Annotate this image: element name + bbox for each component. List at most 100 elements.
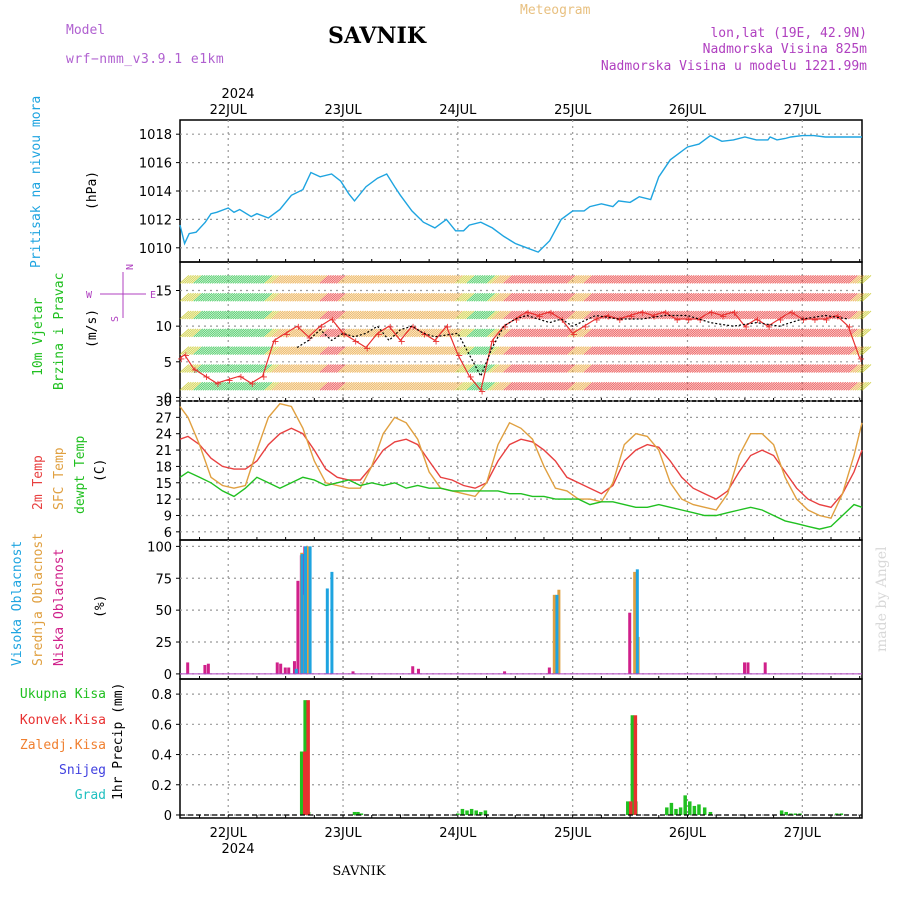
wind-barb	[742, 328, 752, 338]
wind-barb	[181, 364, 192, 373]
wind-barb	[781, 292, 791, 302]
wind-barb	[728, 346, 739, 356]
wind-barb	[537, 328, 548, 338]
wind-barb	[680, 381, 690, 391]
wind-barb	[496, 292, 507, 302]
cloud_high-bar	[308, 546, 312, 674]
wind-barb	[565, 310, 576, 320]
wind-barb	[671, 381, 681, 391]
wind-barb	[395, 275, 406, 284]
wind-barb	[831, 364, 842, 373]
wind-barb	[645, 328, 656, 338]
wind-barb	[390, 364, 401, 373]
wind-barb	[404, 346, 415, 356]
wind-barb	[317, 364, 328, 373]
precip_total-bar	[626, 801, 630, 815]
wind-barb	[632, 292, 642, 302]
wind-barb	[253, 310, 263, 320]
wind-barb	[367, 292, 378, 302]
wind-barb	[742, 364, 752, 373]
wind-barb	[618, 364, 628, 373]
wind-barb	[570, 364, 580, 373]
wind-barb	[351, 328, 362, 338]
cloud-ylabel-unit: (%)	[93, 595, 108, 618]
wind-barb	[547, 275, 557, 284]
wind-barb	[416, 275, 426, 284]
legend-hail: Grad	[75, 788, 106, 803]
wind-barb	[705, 275, 716, 284]
wind-barb	[845, 346, 856, 356]
wind-barb	[413, 310, 424, 320]
wind-barb	[680, 328, 690, 338]
wind-barb	[609, 328, 619, 338]
wind-barb	[363, 346, 374, 356]
wind-barb	[859, 381, 870, 391]
wind-barb	[767, 310, 778, 320]
wind-barb	[345, 346, 355, 356]
wind-barb	[526, 292, 537, 302]
wind-barb	[590, 275, 601, 284]
wind-barb	[237, 292, 247, 302]
wind-barb	[632, 328, 642, 338]
wind-barb	[682, 310, 693, 320]
wind-barb	[549, 346, 560, 356]
wind-barb	[664, 381, 674, 391]
cloud_low-bar	[743, 662, 747, 674]
wind-speed-point: +	[501, 322, 509, 333]
wind-barb	[416, 292, 426, 302]
wind-barb	[737, 364, 748, 373]
wind-barb	[202, 364, 213, 373]
wind-barb	[237, 346, 247, 356]
wind-barb	[588, 292, 599, 302]
wind-barb	[322, 292, 332, 302]
wind-barb	[696, 310, 706, 320]
wind-barb	[625, 275, 635, 284]
wind-ylabel-3: (m/s)	[85, 309, 100, 348]
wind-barb	[294, 328, 305, 338]
bottom-date-label: 25JUL	[554, 826, 592, 841]
wind-barb	[363, 310, 374, 320]
wind-barb	[625, 346, 635, 356]
wind-barb	[299, 346, 309, 356]
wind-barb	[416, 381, 426, 391]
wind-barb	[227, 292, 238, 302]
wind-barb	[834, 275, 844, 284]
wind-barb	[266, 381, 277, 391]
wind-barb	[223, 364, 233, 373]
wind-barb	[645, 381, 656, 391]
wind-barb	[379, 346, 390, 356]
wind-barb	[225, 275, 236, 284]
wind-barb	[425, 310, 436, 320]
wind-barb	[289, 292, 300, 302]
wind-barb	[760, 275, 771, 284]
wind-barb	[815, 328, 826, 338]
temp-ylabel-dewpt: dewpt Temp	[73, 436, 88, 514]
wind-barb	[411, 292, 422, 302]
wind-barb	[287, 275, 298, 284]
wind-barb	[370, 364, 380, 373]
wind-barb	[363, 275, 374, 284]
wind-barb	[609, 275, 619, 284]
wind-barb	[808, 328, 819, 338]
wind-barb	[567, 275, 578, 284]
wind-barb	[717, 364, 727, 373]
wind-barb	[446, 346, 456, 356]
wind-barb	[574, 275, 585, 284]
wind-barb	[818, 275, 828, 284]
wind-barb	[643, 310, 654, 320]
wind-barb	[847, 310, 858, 320]
wind-barb	[843, 310, 853, 320]
wind-barb	[694, 346, 704, 356]
wind-barb	[455, 364, 465, 373]
wind-barb	[579, 381, 589, 391]
wind-barb	[427, 381, 438, 391]
wind-barb	[471, 275, 481, 284]
wind-barb	[553, 346, 564, 356]
wind-barb	[549, 328, 560, 338]
top-date-label: 26JUL	[669, 103, 707, 118]
wind-barb	[432, 328, 442, 338]
wind-barb	[370, 292, 380, 302]
wind-barb	[648, 328, 658, 338]
wind-barb	[643, 328, 654, 338]
